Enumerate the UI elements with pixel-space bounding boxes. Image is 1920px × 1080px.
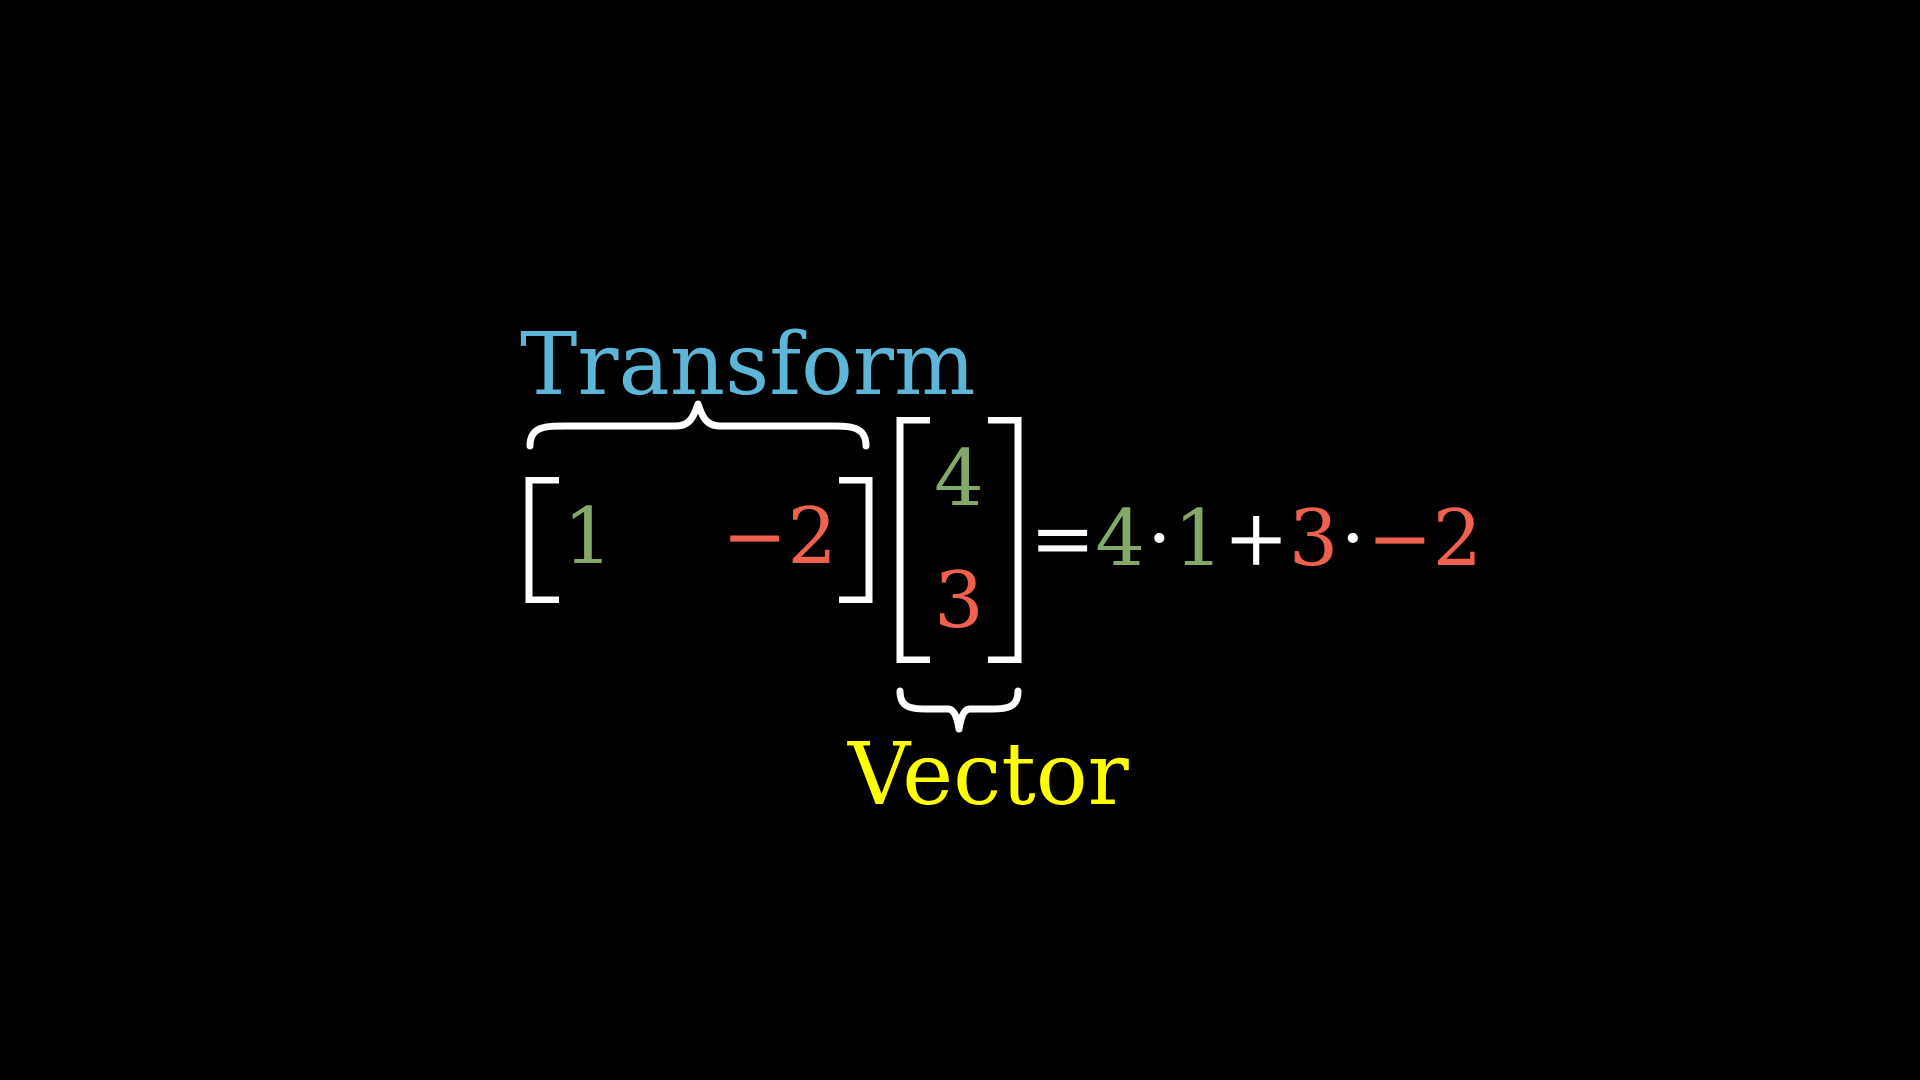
transform-label: Transform [520, 315, 976, 415]
term1-matrix-component: 1 [1173, 494, 1224, 584]
term2-vector-component: 3 [1288, 494, 1339, 584]
multiply-dot-2: · [1340, 494, 1366, 584]
vector-brace [896, 687, 1022, 733]
row-matrix-entry-1: 1 [563, 492, 613, 582]
equals-sign: = [1030, 494, 1096, 584]
transform-brace [526, 400, 870, 450]
term2-matrix-component: −2 [1367, 494, 1483, 584]
term1-vector-component: 4 [1095, 494, 1145, 584]
plus-sign: + [1223, 494, 1289, 584]
dot-product-expansion: = 4 · 1 + 3 · −2 [1030, 500, 1482, 578]
column-vector-entry-2: 3 [934, 556, 984, 646]
row-matrix-entry-2: −2 [722, 492, 837, 582]
column-vector-brackets [896, 417, 1022, 663]
column-vector-entry-1: 4 [934, 434, 984, 524]
vector-label: Vector [848, 725, 1129, 825]
multiply-dot-1: · [1147, 494, 1172, 584]
row-matrix-brackets [525, 477, 873, 603]
